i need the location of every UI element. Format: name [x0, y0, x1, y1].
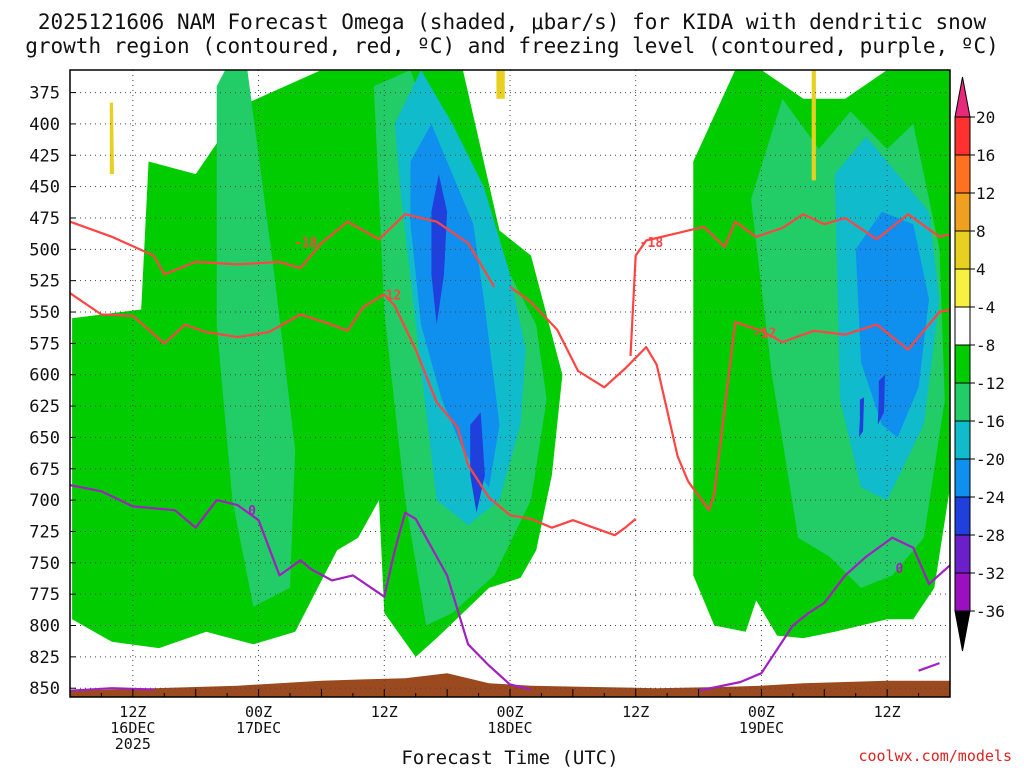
x-tick-label-42-1: 00Z: [496, 703, 523, 721]
colorbar-box-3: [954, 230, 971, 270]
y-tick-label-450: 450: [29, 178, 60, 198]
freezing-level-segment-2: [918, 662, 940, 672]
colorbar-label-13: -36: [976, 602, 1005, 621]
x-axis-label: Forecast Time (UTC): [401, 747, 618, 768]
y-tick-label-750: 750: [29, 554, 60, 574]
omega-region-neg20-11: [877, 374, 885, 425]
y-tick-label-650: 650: [29, 428, 60, 448]
y-tick-label-625: 625: [29, 397, 60, 417]
x-tick-label-42-2: 18DEC: [487, 719, 532, 737]
colorbar-label-0: 20: [976, 108, 995, 127]
y-tick-label-375: 375: [29, 84, 60, 104]
colorbar-box-10: [954, 496, 971, 536]
omega-region-4-15: [811, 70, 816, 181]
omega-region-neg20-10: [470, 412, 485, 513]
x-tick-label-78-1: 12Z: [874, 703, 901, 721]
y-tick-label-800: 800: [29, 617, 60, 637]
colorbar-label-3: 8: [976, 222, 986, 241]
x-tick-label-30-1: 12Z: [371, 703, 398, 721]
dgz-contour-2: [70, 292, 637, 537]
y-tick-label-400: 400: [29, 115, 60, 135]
y-tick-label-575: 575: [29, 334, 60, 354]
x-tick-label-66-2: 19DEC: [739, 719, 784, 737]
omega-region-neg20-12: [858, 397, 865, 438]
freezing-level-segment-1: [70, 687, 154, 692]
colorbar-label-7: -12: [976, 374, 1005, 393]
y-tick-label-475: 475: [29, 209, 60, 229]
y-axis: 375 400 425 450 475 500 525 550 575 600 625 650 675 7…: [29, 84, 76, 699]
colorbar-box-5: [954, 306, 971, 346]
omega-region-neg8-2: [216, 70, 296, 607]
colorbar-label-8: -16: [976, 412, 1005, 431]
y-tick-label-550: 550: [29, 303, 60, 323]
colorbar-box-1: [954, 154, 971, 194]
dgz-contour-0: [70, 213, 496, 288]
colorbar: 20 16 12 8 4 -4 -8 -12 -16 -20 -24 -28 -32 -36: [954, 76, 1005, 652]
colorbar-box-12: [954, 572, 971, 612]
dgz-contour-label-1: -18: [640, 236, 664, 251]
y-tick-label-525: 525: [29, 272, 60, 292]
x-tick-label-6-1: 12Z: [119, 703, 146, 721]
dgz-contour-label-3: -12: [753, 326, 776, 341]
colorbar-label-12: -32: [976, 564, 1005, 583]
x-tick-label-66-1: 00Z: [748, 703, 775, 721]
grid-lines: [70, 70, 950, 697]
colorbar-label-5: -4: [976, 298, 995, 317]
omega-region-4-13: [109, 102, 114, 175]
colorbar-box-7: [954, 382, 971, 422]
colorbar-label-4: 4: [976, 260, 986, 279]
freezing-level-label-2: 0: [896, 562, 904, 577]
x-tick-label-18-2: 17DEC: [236, 719, 281, 737]
freezing-level-label-1: 0: [248, 504, 256, 519]
y-tick-label-850: 850: [29, 679, 60, 699]
colorbar-bottom-arrow: [954, 610, 971, 652]
y-tick-label-600: 600: [29, 366, 60, 386]
y-tick-label-775: 775: [29, 585, 60, 605]
freezing-level-line: [70, 484, 532, 691]
plot-area: -18 -18 -12 -12 0 0 375 400 425 450 475 500 525 550 57…: [29, 69, 951, 753]
dgz-contour-label-0: -18: [294, 236, 318, 251]
colorbar-label-11: -28: [976, 526, 1005, 545]
freezing-level-segment-0: [698, 536, 950, 692]
y-tick-label-425: 425: [29, 146, 60, 166]
x-tick-label-6-2: 16DEC: [110, 719, 155, 737]
colorbar-label-10: -24: [976, 488, 1005, 507]
chart-title-line1: 2025121606 NAM Forecast Omega (shaded, μ…: [38, 10, 987, 34]
x-tick-label-18-1: 00Z: [245, 703, 272, 721]
omega-region-neg16-8: [855, 211, 929, 438]
omega-region-neg20-9: [431, 174, 448, 325]
colorbar-label-6: -8: [976, 336, 995, 355]
colorbar-box-8: [954, 420, 971, 460]
y-tick-label-825: 825: [29, 648, 60, 668]
colorbar-label-9: -20: [976, 450, 1005, 469]
x-tick-label-54-1: 12Z: [622, 703, 649, 721]
dgz-contour-3: [509, 286, 950, 512]
colorbar-box-0: [954, 116, 971, 156]
chart-title-line2: growth region (contoured, red, ºC) and f…: [25, 34, 999, 58]
colorbar-top-arrow: [954, 76, 971, 118]
colorbar-label-2: 12: [976, 184, 995, 203]
colorbar-label-1: 16: [976, 146, 995, 165]
y-tick-label-700: 700: [29, 491, 60, 511]
y-tick-label-675: 675: [29, 460, 60, 480]
credit-text: coolwx.com/models: [858, 747, 1012, 765]
colorbar-box-4: [954, 268, 971, 308]
omega-region-4-14: [496, 70, 505, 99]
y-tick-label-725: 725: [29, 522, 60, 542]
colorbar-box-2: [954, 192, 971, 232]
colorbar-box-9: [954, 458, 971, 498]
colorbar-box-11: [954, 534, 971, 574]
dgz-contour-1: [629, 213, 950, 356]
colorbar-box-6: [954, 344, 971, 384]
x-tick-label-6-3: 2025: [115, 735, 151, 753]
dgz-contour-label-2: -12: [378, 289, 401, 304]
plot-layer: -18 -18 -12 -12 0 0: [70, 70, 950, 697]
y-tick-label-500: 500: [29, 240, 60, 260]
